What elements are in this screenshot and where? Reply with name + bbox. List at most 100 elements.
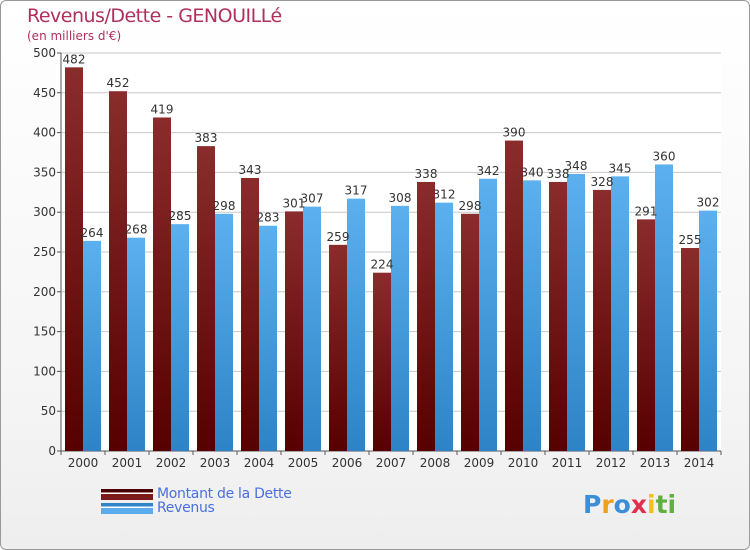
bar-debt bbox=[109, 91, 127, 451]
bar-debt bbox=[549, 181, 567, 451]
y-tick-label: 350 bbox=[33, 165, 56, 179]
logo-letter: t bbox=[655, 490, 668, 519]
data-label-debt: 383 bbox=[195, 131, 218, 145]
y-tick-label: 300 bbox=[33, 205, 56, 219]
data-label-debt: 255 bbox=[679, 233, 702, 247]
x-tick-label: 2009 bbox=[464, 456, 495, 470]
legend-swatch-revenue bbox=[101, 502, 153, 514]
data-label-revenue: 308 bbox=[389, 191, 412, 205]
bar-revenue bbox=[303, 206, 321, 451]
data-label-debt: 338 bbox=[415, 167, 438, 181]
x-tick-label: 2003 bbox=[200, 456, 231, 470]
x-tick-label: 2004 bbox=[244, 456, 275, 470]
y-tick-label: 0 bbox=[48, 444, 56, 458]
legend-item-debt: Montant de la Dette bbox=[101, 487, 292, 501]
x-tick-label: 2014 bbox=[684, 456, 715, 470]
x-tick-label: 2010 bbox=[508, 456, 539, 470]
data-label-debt: 338 bbox=[547, 167, 570, 181]
data-label-revenue: 360 bbox=[653, 149, 676, 163]
data-label-debt: 328 bbox=[591, 175, 614, 189]
chart-subtitle: (en milliers d'€) bbox=[27, 29, 122, 43]
bar-revenue bbox=[171, 224, 189, 451]
data-label-revenue: 302 bbox=[697, 196, 720, 210]
bar-debt bbox=[153, 117, 171, 451]
bar-revenue bbox=[699, 210, 717, 451]
bar-revenue bbox=[215, 213, 233, 451]
bar-revenue bbox=[259, 225, 277, 451]
x-tick-label: 2002 bbox=[156, 456, 187, 470]
x-tick-label: 2000 bbox=[68, 456, 99, 470]
data-label-revenue: 345 bbox=[609, 161, 632, 175]
logo-letter: i bbox=[667, 490, 677, 519]
y-tick-label: 200 bbox=[33, 285, 56, 299]
data-label-revenue: 307 bbox=[301, 192, 324, 206]
data-label-revenue: 317 bbox=[345, 184, 368, 198]
bar-revenue bbox=[611, 176, 629, 451]
x-tick-label: 2008 bbox=[420, 456, 451, 470]
y-tick-label: 400 bbox=[33, 126, 56, 140]
data-label-debt: 343 bbox=[239, 163, 262, 177]
legend-swatch-debt bbox=[101, 488, 153, 500]
bar-revenue bbox=[479, 178, 497, 451]
y-tick-label: 100 bbox=[33, 364, 56, 378]
bar-debt bbox=[373, 272, 391, 451]
bar-debt bbox=[637, 219, 655, 451]
data-label-debt: 259 bbox=[327, 230, 350, 244]
proxiti-logo: Proxiti bbox=[583, 490, 676, 519]
bar-debt bbox=[197, 146, 215, 451]
bar-revenue bbox=[523, 180, 541, 452]
data-label-revenue: 264 bbox=[81, 226, 104, 240]
data-label-debt: 298 bbox=[459, 199, 482, 213]
x-tick-label: 2007 bbox=[376, 456, 407, 470]
bar-debt bbox=[285, 211, 303, 451]
bar-revenue bbox=[435, 202, 453, 451]
bar-debt bbox=[461, 213, 479, 451]
bar-debt bbox=[65, 67, 83, 451]
bar-debt bbox=[417, 181, 435, 451]
bar-debt bbox=[505, 140, 523, 451]
bar-revenue bbox=[347, 198, 365, 451]
bar-revenue bbox=[127, 237, 145, 451]
y-tick-label: 150 bbox=[33, 325, 56, 339]
chart-title: Revenus/Dette - GENOUILLé bbox=[27, 5, 282, 27]
logo-letter: x bbox=[630, 490, 647, 519]
data-label-revenue: 340 bbox=[521, 165, 544, 179]
legend-item-revenue: Revenus bbox=[101, 501, 292, 515]
x-tick-label: 2006 bbox=[332, 456, 363, 470]
data-label-debt: 301 bbox=[283, 196, 306, 210]
x-tick-label: 2001 bbox=[112, 456, 143, 470]
y-tick-label: 450 bbox=[33, 86, 56, 100]
x-tick-label: 2011 bbox=[552, 456, 583, 470]
logo-letter: P bbox=[583, 490, 602, 519]
bar-revenue bbox=[391, 205, 409, 451]
data-label-debt: 390 bbox=[503, 126, 526, 140]
y-tick-label: 50 bbox=[41, 404, 56, 418]
x-tick-label: 2012 bbox=[596, 456, 627, 470]
legend-label-revenue: Revenus bbox=[157, 500, 215, 516]
data-label-revenue: 283 bbox=[257, 211, 280, 225]
bar-debt bbox=[681, 248, 699, 451]
logo-letter: r bbox=[601, 490, 614, 519]
data-label-revenue: 312 bbox=[433, 188, 456, 202]
data-label-revenue: 298 bbox=[213, 199, 236, 213]
legend: Montant de la Dette Revenus bbox=[101, 487, 292, 515]
data-label-revenue: 268 bbox=[125, 223, 148, 237]
data-label-revenue: 348 bbox=[565, 159, 588, 173]
x-tick-label: 2013 bbox=[640, 456, 671, 470]
data-label-debt: 452 bbox=[107, 76, 130, 90]
data-label-revenue: 342 bbox=[477, 164, 500, 178]
data-label-debt: 419 bbox=[151, 102, 174, 116]
x-tick-label: 2005 bbox=[288, 456, 319, 470]
bar-debt bbox=[593, 189, 611, 452]
data-label-debt: 291 bbox=[635, 204, 658, 218]
bar-debt bbox=[329, 244, 347, 451]
bar-revenue bbox=[83, 240, 101, 451]
logo-letter: o bbox=[613, 490, 631, 519]
legend-label-debt: Montant de la Dette bbox=[157, 486, 292, 502]
data-label-debt: 482 bbox=[63, 52, 86, 66]
data-label-revenue: 285 bbox=[169, 209, 192, 223]
y-tick-label: 500 bbox=[33, 46, 56, 60]
logo-letter: i bbox=[647, 490, 656, 519]
